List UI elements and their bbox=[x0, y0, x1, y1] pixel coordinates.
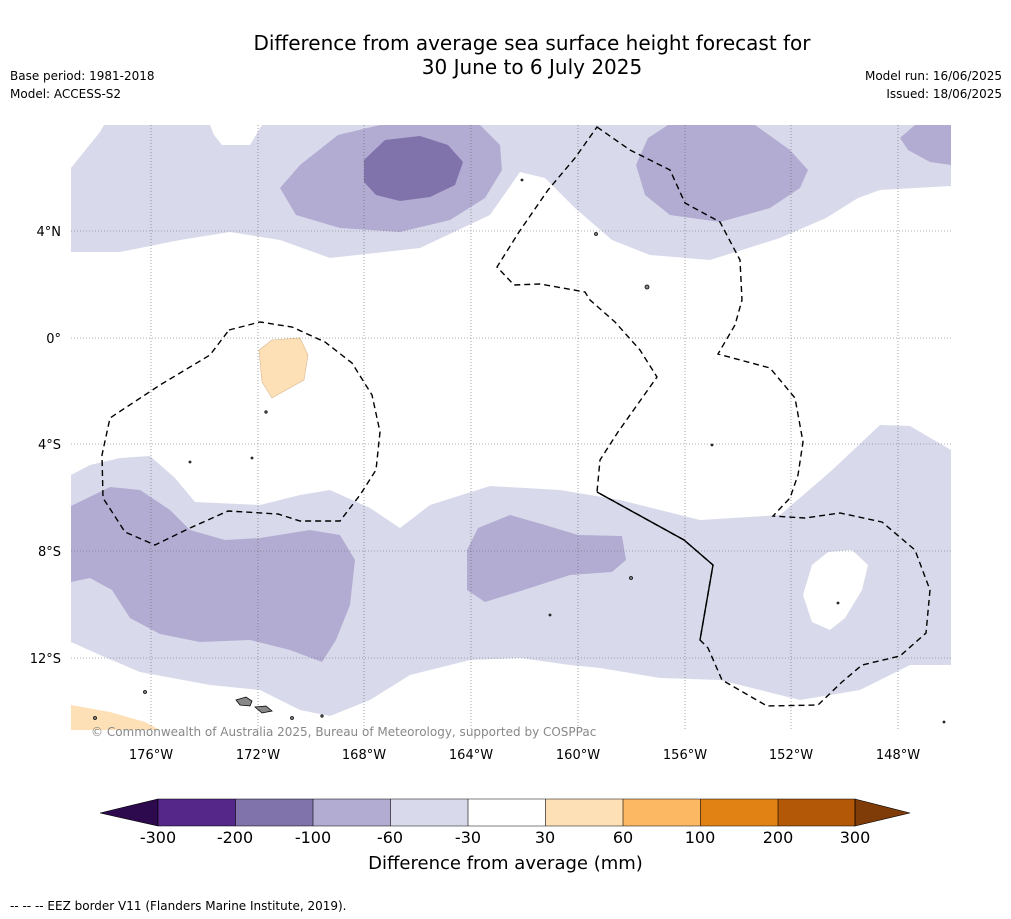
colorbar bbox=[100, 798, 911, 827]
model-run: Model run: 16/06/2025 bbox=[864, 69, 1002, 83]
island-samoa-1 bbox=[235, 696, 253, 707]
colorbar-tick: 60 bbox=[612, 828, 634, 847]
lon-label-160w: 160°W bbox=[556, 748, 600, 763]
lat-label-8s: 8°S bbox=[38, 545, 61, 560]
lon-label-176w: 176°W bbox=[129, 748, 173, 763]
eez-footnote: -- -- -- EEZ border V11 (Flanders Marine… bbox=[10, 899, 347, 913]
base-period: Base period: 1981-2018 bbox=[10, 69, 155, 83]
copyright-notice: © Commonwealth of Australia 2025, Bureau… bbox=[91, 725, 596, 739]
island-dot-1 bbox=[143, 690, 147, 694]
colorbar-tick: 100 bbox=[684, 828, 716, 847]
colorbar-tick: -30 bbox=[454, 828, 482, 847]
anomaly-patch-north-medium-3 bbox=[900, 125, 951, 165]
meta-right: Model run: 16/06/2025 Issued: 18/06/2025 bbox=[865, 67, 1002, 103]
island-dot-10 bbox=[629, 576, 633, 580]
colorbar-tick: -100 bbox=[294, 828, 332, 847]
island-dot-4 bbox=[320, 714, 324, 718]
anomaly-hole-southeast bbox=[803, 550, 868, 630]
lon-label-148w: 148°W bbox=[876, 748, 920, 763]
island-dot-13 bbox=[520, 178, 524, 182]
model-name: Model: ACCESS-S2 bbox=[10, 87, 122, 101]
colorbar-bin-4 bbox=[390, 799, 468, 826]
lon-label-156w: 156°W bbox=[663, 748, 707, 763]
anomaly-patch-north-medium-2 bbox=[636, 125, 808, 222]
island-dot-7 bbox=[188, 460, 192, 464]
island-dot-5 bbox=[264, 410, 268, 414]
colorbar-ticks: -300 -200 -100 -60 -30 30 60 100 200 300 bbox=[0, 828, 1011, 850]
colorbar-bin-5 bbox=[468, 799, 546, 826]
anomaly-patch-south-medium-1 bbox=[71, 487, 355, 662]
eez-border-central bbox=[496, 126, 931, 707]
island-samoa-2 bbox=[254, 705, 273, 714]
longitude-labels: 176°W 172°W 168°W 164°W 160°W 156°W 152°… bbox=[129, 748, 920, 763]
meta-left: Base period: 1981-2018 Model: ACCESS-S2 bbox=[10, 67, 155, 103]
map-gridlines bbox=[71, 125, 951, 730]
island-dot-12 bbox=[548, 613, 552, 617]
lon-label-168w: 168°W bbox=[342, 748, 386, 763]
island-dot-8 bbox=[594, 232, 598, 236]
colorbar-extend-low bbox=[100, 798, 159, 827]
anomaly-patch-positive-southwest bbox=[71, 705, 160, 730]
colorbar-bin-7 bbox=[623, 799, 701, 826]
chart-title: Difference from average sea surface heig… bbox=[200, 31, 864, 79]
colorbar-tick: -200 bbox=[216, 828, 254, 847]
colorbar-bin-6 bbox=[545, 799, 623, 826]
island-dot-9 bbox=[644, 284, 650, 290]
lon-label-152w: 152°W bbox=[769, 748, 813, 763]
island-dot-14 bbox=[836, 601, 840, 605]
colorbar-tick: 200 bbox=[762, 828, 794, 847]
lat-label-4n: 4°N bbox=[37, 225, 62, 240]
colorbar-bin-2 bbox=[235, 799, 313, 826]
colorbar-bin-9 bbox=[778, 799, 855, 826]
lon-label-172w: 172°W bbox=[236, 748, 280, 763]
colorbar-tick: 30 bbox=[534, 828, 556, 847]
anomaly-patch-positive-equator bbox=[258, 337, 309, 399]
eez-border-solid-segment bbox=[596, 491, 714, 641]
colorbar-tick: -300 bbox=[139, 828, 177, 847]
colorbar-label: Difference from average (mm) bbox=[368, 853, 643, 874]
colorbar-bin-8 bbox=[700, 799, 778, 826]
eez-border-west bbox=[101, 321, 381, 546]
title-line-1: Difference from average sea surface heig… bbox=[253, 31, 811, 55]
colorbar-extend-high bbox=[854, 798, 911, 827]
title-line-2: 30 June to 6 July 2025 bbox=[421, 55, 643, 79]
lat-label-12s: 12°S bbox=[30, 652, 61, 667]
island-dot-2 bbox=[93, 716, 97, 720]
colorbar-tick: -60 bbox=[376, 828, 404, 847]
colorbar-bin-1 bbox=[158, 799, 236, 826]
island-dot-6 bbox=[250, 456, 254, 460]
colorbar-tick: 300 bbox=[839, 828, 871, 847]
lon-label-164w: 164°W bbox=[449, 748, 493, 763]
lat-label-4s: 4°S bbox=[38, 438, 61, 453]
eez-borders bbox=[101, 126, 931, 707]
island-dot-15 bbox=[942, 720, 946, 724]
island-dot-11 bbox=[710, 443, 714, 447]
islands bbox=[93, 178, 946, 724]
latitude-labels: 4°N 0° 4°S 8°S 12°S bbox=[30, 225, 61, 667]
lat-label-0: 0° bbox=[46, 332, 61, 347]
island-dot-3 bbox=[290, 716, 294, 720]
map-panel: 4°N 0° 4°S 8°S 12°S 176°W 172°W 168°W 16… bbox=[30, 125, 951, 763]
anomaly-patch-north-dark bbox=[364, 136, 463, 201]
anomaly-patch-south-medium-2 bbox=[467, 515, 626, 602]
colorbar-bin-3 bbox=[313, 799, 391, 826]
issued-date: Issued: 18/06/2025 bbox=[886, 87, 1002, 101]
